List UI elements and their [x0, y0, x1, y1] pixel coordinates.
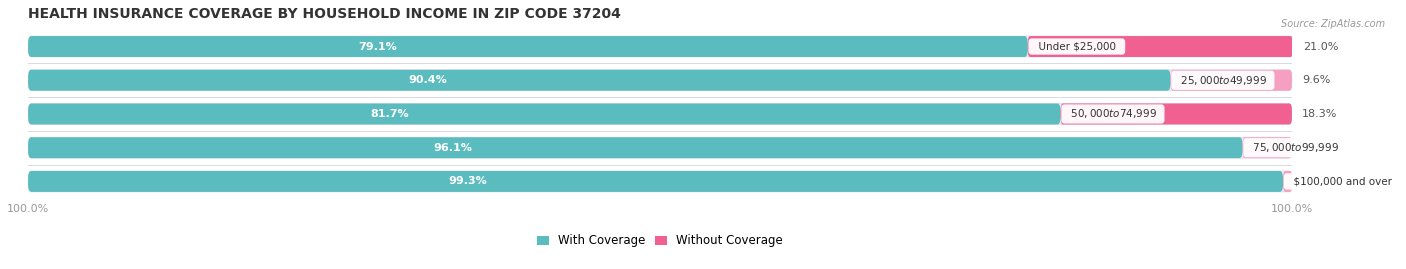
Text: 18.3%: 18.3%: [1302, 109, 1337, 119]
Text: 81.7%: 81.7%: [370, 109, 409, 119]
Text: 0.73%: 0.73%: [1302, 176, 1337, 186]
Text: $25,000 to $49,999: $25,000 to $49,999: [1174, 74, 1271, 87]
FancyBboxPatch shape: [28, 36, 1292, 57]
Text: 9.6%: 9.6%: [1302, 75, 1330, 85]
FancyBboxPatch shape: [1243, 137, 1292, 158]
Text: 21.0%: 21.0%: [1303, 41, 1339, 52]
Text: Under $25,000: Under $25,000: [1032, 41, 1122, 52]
FancyBboxPatch shape: [28, 171, 1284, 192]
FancyBboxPatch shape: [1060, 104, 1292, 125]
Text: 3.9%: 3.9%: [1302, 143, 1330, 153]
FancyBboxPatch shape: [1028, 36, 1294, 57]
Text: HEALTH INSURANCE COVERAGE BY HOUSEHOLD INCOME IN ZIP CODE 37204: HEALTH INSURANCE COVERAGE BY HOUSEHOLD I…: [28, 7, 621, 21]
FancyBboxPatch shape: [28, 70, 1171, 91]
Text: 96.1%: 96.1%: [433, 143, 472, 153]
FancyBboxPatch shape: [28, 104, 1292, 125]
FancyBboxPatch shape: [28, 137, 1243, 158]
Text: $100,000 and over: $100,000 and over: [1286, 176, 1399, 186]
FancyBboxPatch shape: [28, 70, 1292, 91]
FancyBboxPatch shape: [28, 104, 1060, 125]
Text: Source: ZipAtlas.com: Source: ZipAtlas.com: [1281, 19, 1385, 29]
FancyBboxPatch shape: [28, 36, 1028, 57]
Text: 90.4%: 90.4%: [409, 75, 447, 85]
Text: 99.3%: 99.3%: [449, 176, 486, 186]
FancyBboxPatch shape: [28, 137, 1292, 158]
FancyBboxPatch shape: [28, 171, 1292, 192]
Text: $75,000 to $99,999: $75,000 to $99,999: [1246, 141, 1343, 154]
Legend: With Coverage, Without Coverage: With Coverage, Without Coverage: [533, 229, 787, 252]
FancyBboxPatch shape: [1171, 70, 1292, 91]
Text: 79.1%: 79.1%: [359, 41, 398, 52]
Text: $50,000 to $74,999: $50,000 to $74,999: [1064, 108, 1161, 121]
FancyBboxPatch shape: [1284, 171, 1292, 192]
